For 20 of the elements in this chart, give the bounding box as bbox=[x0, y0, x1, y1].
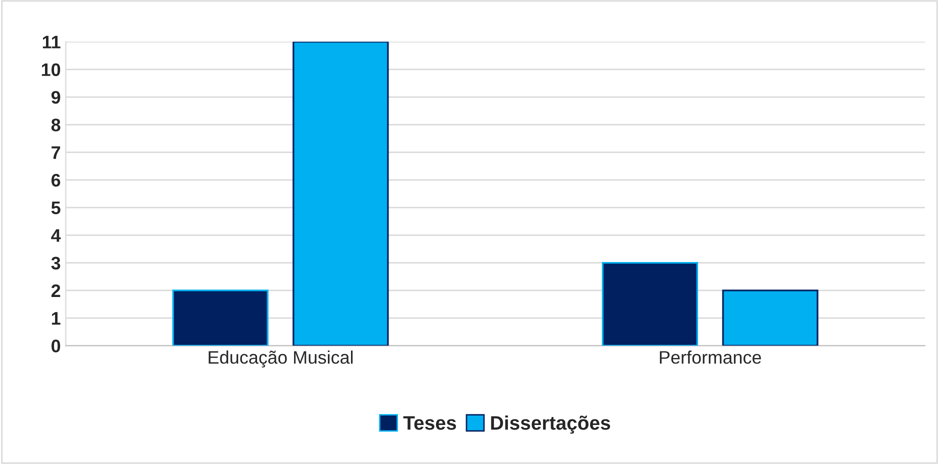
y-tick-label: 9 bbox=[51, 90, 60, 104]
y-tick-label: 4 bbox=[51, 229, 61, 242]
legend-label: Dissertações bbox=[491, 416, 610, 434]
bar bbox=[722, 290, 818, 346]
bar bbox=[602, 262, 698, 346]
legend-label: Teses bbox=[403, 416, 456, 430]
y-tick-label: 1 bbox=[52, 312, 60, 325]
y-tick-label: 7 bbox=[52, 146, 60, 159]
x-tick-label: Performance bbox=[660, 350, 761, 364]
y-tick-label: 3 bbox=[51, 256, 60, 270]
y-tick-label: 6 bbox=[51, 174, 60, 187]
y-tick-label: 5 bbox=[51, 202, 60, 214]
y-tick-label: 0 bbox=[52, 340, 60, 352]
y-tick-label: 11 bbox=[42, 36, 60, 48]
bar bbox=[172, 290, 268, 346]
y-tick-label: 8 bbox=[51, 118, 60, 132]
bar bbox=[292, 42, 389, 346]
y-tick-label: 2 bbox=[51, 284, 60, 297]
y-tick-label: 10 bbox=[42, 63, 60, 76]
x-tick-label: Educação Musical bbox=[208, 350, 353, 368]
